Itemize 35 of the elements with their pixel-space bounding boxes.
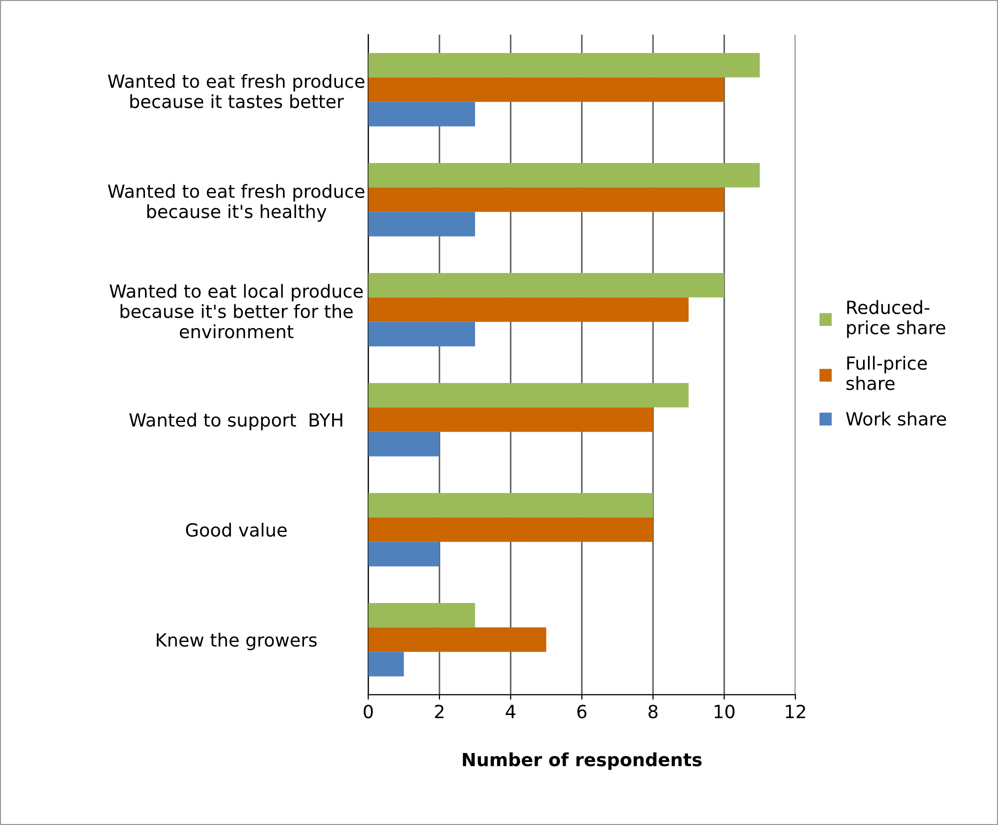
bar [368,272,724,298]
x-tick-label: 10 [714,704,735,718]
x-tick-label: 4 [506,704,516,718]
x-tick-label: 2 [435,704,444,718]
x-tick-label: 6 [577,704,586,718]
y-tick-label: Good value [186,522,287,537]
bar [368,322,476,346]
bar [368,187,724,212]
y-tick-label: Wanted to support BYH [129,412,342,430]
bar [368,542,440,566]
bar [368,407,654,432]
bar [368,382,689,408]
x-tick-label: 12 [786,704,806,718]
x-axis-title: Number of respondents [462,752,702,770]
y-tick-label: Wanted to eat local produce because it's better for the environment [110,284,363,338]
bar [368,517,654,542]
y-tick-label: Knew the growers [156,632,317,650]
x-tick-label: 0 [364,704,373,718]
bar [368,162,760,188]
legend-label: Reduced- price share [847,300,946,338]
x-tick-label: 8 [648,704,658,718]
bar [368,432,440,456]
bar [368,492,654,518]
bar [368,627,546,652]
y-tick-label: Wanted to eat fresh produce because it's healthy [108,184,364,222]
legend-label: Work share [846,412,946,426]
bar [368,102,476,126]
bar [368,602,476,628]
y-tick-label: Wanted to eat fresh produce because it tastes better [108,74,364,108]
bar [368,77,724,102]
legend-label: Full-price share [846,356,927,390]
bar [368,652,404,676]
bar [368,212,476,236]
bar [368,297,689,322]
bar [368,52,760,78]
